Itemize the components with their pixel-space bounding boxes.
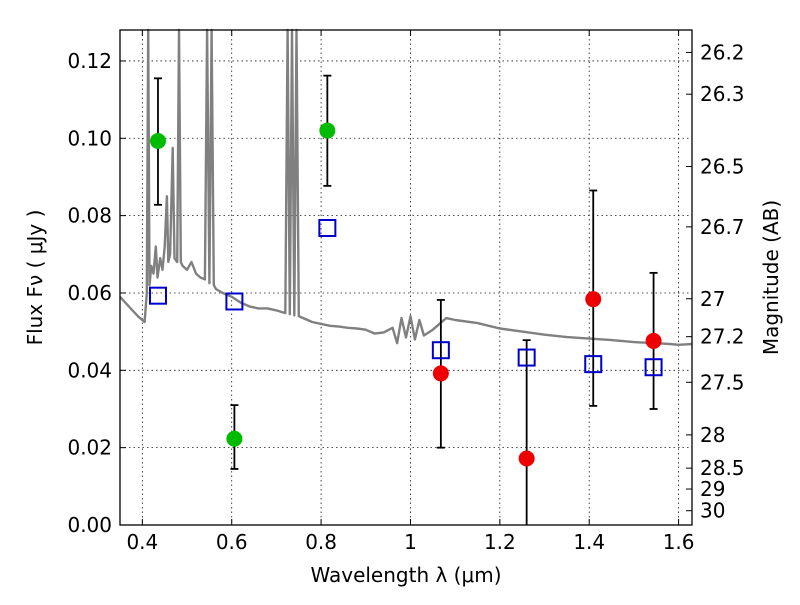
x-tick-label: 0.6 [216,530,248,554]
right-y-tick-label: 28.5 [700,456,745,480]
model-point [431,341,450,360]
y-axis-label: Flux Fν ( μJy ) [23,210,47,346]
x-tick-label: 1.4 [573,530,605,554]
y-tick-label: 0.08 [67,204,112,228]
right-y-tick-label: 28 [700,423,725,447]
x-axis-label: Wavelength λ (μm) [310,563,501,587]
right-y-tick-label: 26.2 [700,40,745,64]
y-tick-label: 0.00 [67,513,112,537]
x-tick-label: 0.4 [126,530,158,554]
plot-frame [119,29,693,526]
right-y-tick-label: 30 [700,499,725,523]
data-point [645,332,662,349]
data-point [518,450,535,467]
model-point [148,286,167,305]
data-point [319,122,336,139]
data-point [432,365,449,382]
right-y-tick-label: 26.3 [700,82,745,106]
model-point [318,219,337,237]
x-tick-label: 1.6 [663,530,695,554]
model-spectrum-line [119,28,693,346]
data-series [148,74,663,525]
right-y-tick-label: 26.5 [700,155,745,179]
data-point [585,291,602,308]
model-point [517,348,536,367]
y-tick-label: 0.10 [67,126,112,150]
y-tick-label: 0.02 [67,436,112,460]
x-tick-label: 0.8 [305,530,337,554]
y-tick-label: 0.12 [67,49,112,73]
y-tick-label: 0.04 [67,358,112,382]
right-y-tick-label: 27.2 [700,325,745,349]
axis-ticks: 0.4 0.6 0.8 1 1.2 1.4 1.6 0.00 0.02 0.04 0.06 0.08 0… [67,30,745,554]
data-point [226,430,243,447]
model-point [644,358,663,377]
right-y-tick-label: 27.5 [700,370,745,394]
x-tick-label: 1 [404,530,417,554]
y-tick-label: 0.06 [67,281,112,305]
data-point [149,132,166,149]
right-y-tick-label: 27 [700,287,725,311]
model-point [584,355,603,374]
right-y-tick-label: 29 [700,477,725,501]
right-y-axis-label: Magnitude (AB) [759,200,783,355]
right-y-tick-label: 26.7 [700,215,745,239]
model-point [225,292,244,311]
x-tick-label: 1.2 [484,530,516,554]
grid [120,30,692,525]
model-spectrum [119,28,693,346]
